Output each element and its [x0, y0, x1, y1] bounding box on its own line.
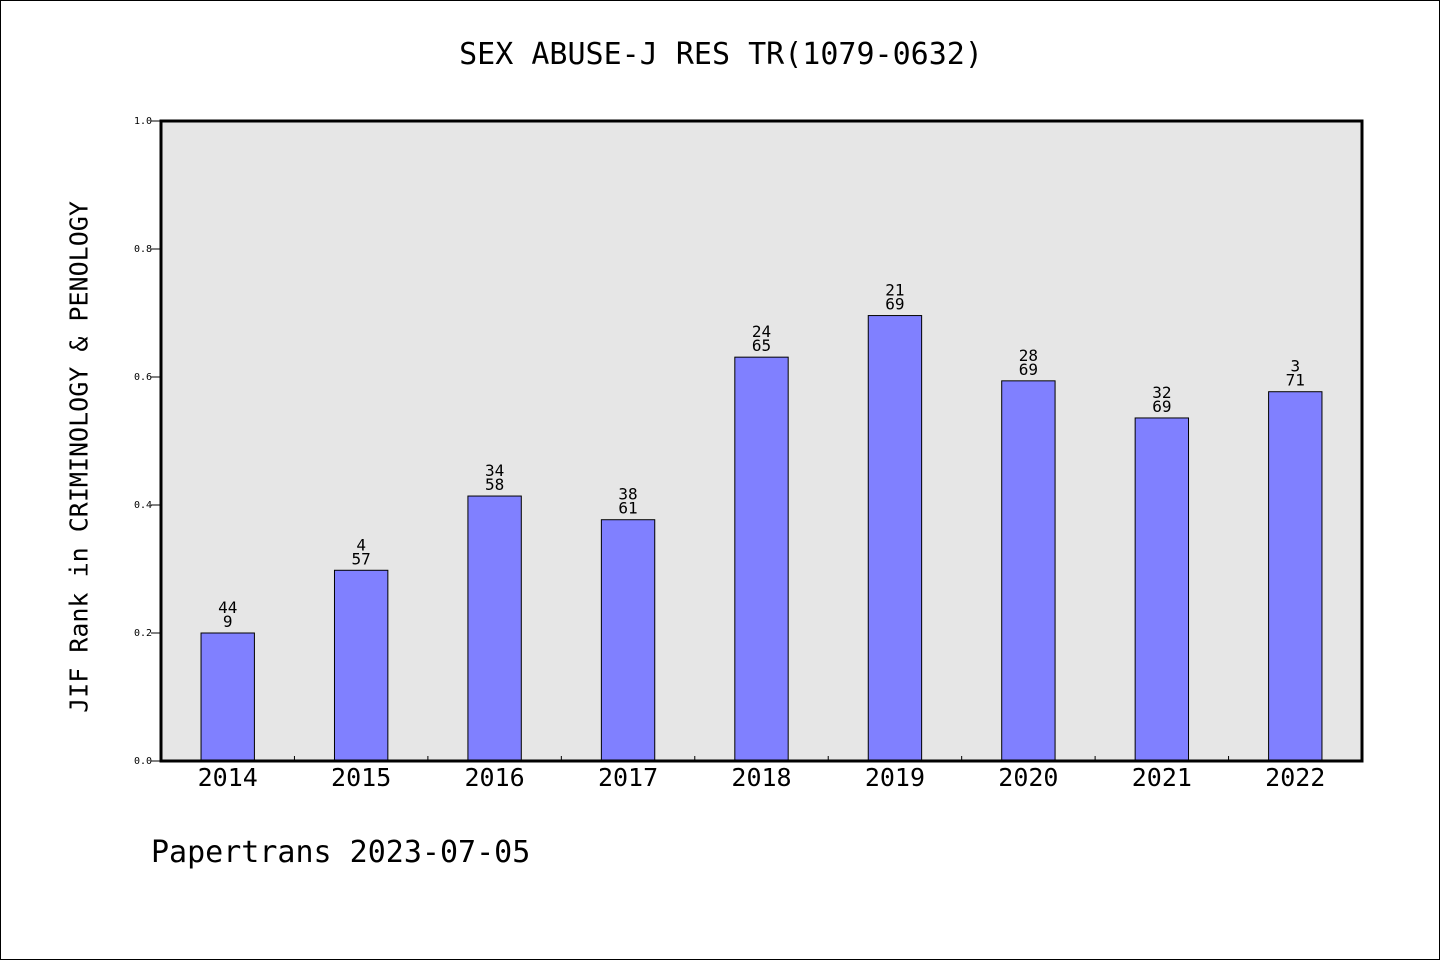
- y-tick-label: 0.4: [134, 500, 152, 511]
- x-tick-label: 2020: [998, 763, 1058, 792]
- bar-rank-label: 69: [1152, 397, 1171, 416]
- bar-2015: [333, 569, 389, 762]
- x-tick-label: 2014: [198, 763, 258, 792]
- bar-rank-label: 69: [885, 295, 904, 314]
- y-tick-label: 0.2: [134, 628, 152, 639]
- bar-2021: [1134, 417, 1190, 762]
- bar-rank-label: 57: [352, 549, 371, 568]
- bar-rank-label: 65: [752, 336, 771, 355]
- x-tick-label: 2022: [1265, 763, 1325, 792]
- x-tick-label: 2019: [865, 763, 925, 792]
- bar-rank-label: 21: [885, 281, 904, 300]
- y-tick-label: 1.0: [134, 116, 152, 127]
- bar-rank-label: 38: [618, 485, 637, 504]
- x-tick-label: 2016: [465, 763, 525, 792]
- x-tick-label: 2015: [331, 763, 391, 792]
- bar-2014: [200, 632, 255, 762]
- bar-rank-label: 58: [485, 475, 504, 494]
- bar-rank-label: 4: [356, 535, 366, 554]
- bar-rank-label: 3: [1290, 357, 1300, 376]
- bar-2019: [867, 315, 923, 762]
- footer-credit: Papertrans 2023-07-05: [151, 835, 531, 870]
- bar-2020: [1001, 380, 1056, 762]
- y-tick-label: 0.6: [134, 372, 152, 383]
- bar-rank-label: 24: [752, 322, 771, 341]
- x-tick-label: 2018: [731, 763, 791, 792]
- x-tick-label: 2017: [598, 763, 658, 792]
- y-tick-label: 0.8: [134, 244, 152, 255]
- y-tick-label: 0.0: [134, 756, 152, 767]
- bar-rank-label: 69: [1019, 360, 1038, 379]
- chart-title: SEX ABUSE-J RES TR(1079-0632): [459, 37, 983, 72]
- bar-2018: [734, 356, 789, 762]
- bar-rank-label: 9: [223, 612, 233, 631]
- bar-rank-label: 61: [618, 499, 637, 518]
- plot-frame: [159, 119, 1364, 763]
- bar-rank-label: 32: [1152, 383, 1171, 402]
- bar-rank-label: 34: [485, 461, 504, 480]
- bar-rank-label: 44: [218, 598, 237, 617]
- bar-2016: [467, 495, 522, 762]
- bar-rank-label: 71: [1286, 371, 1305, 390]
- bar-2017: [600, 519, 656, 762]
- x-tick-label: 2021: [1132, 763, 1192, 792]
- bar-rank-label: 28: [1019, 346, 1038, 365]
- bar-2022: [1268, 391, 1323, 762]
